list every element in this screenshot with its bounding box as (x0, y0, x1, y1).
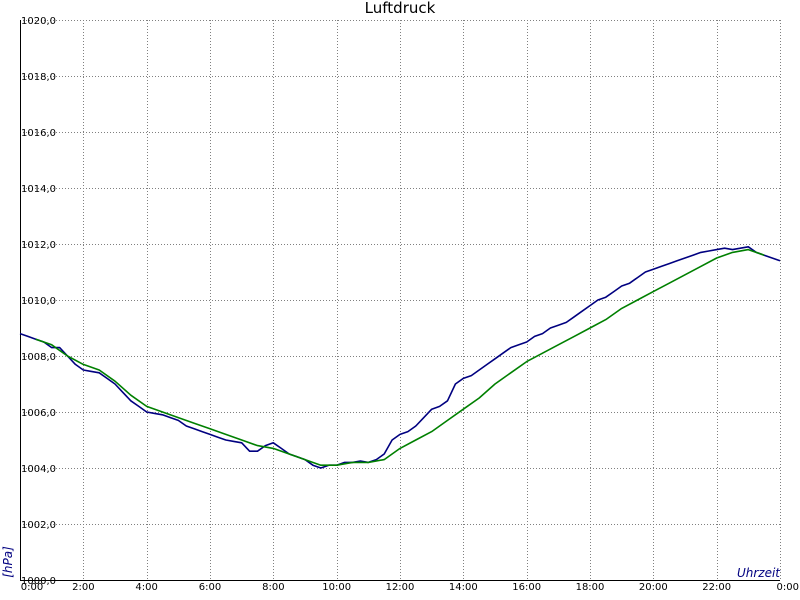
y-tick-label: 1002,0 (21, 520, 56, 531)
x-tick-label: 18:00 (576, 582, 605, 593)
x-tick-label: 10:00 (322, 582, 351, 593)
x-tick-label: 16:00 (512, 582, 541, 593)
x-tick-label: 12:00 (386, 582, 415, 593)
x-tick-label: 8:00 (262, 582, 284, 593)
y-tick-label: 1000,0 (21, 576, 56, 587)
y-axis-label: [hPa] (1, 546, 15, 578)
y-tick-label: 1014,0 (21, 184, 56, 195)
y-tick-label: 1020,0 (21, 16, 56, 27)
series-line-1 (19, 246, 781, 469)
x-tick-label: 2:00 (72, 582, 94, 593)
x-tick-label: 6:00 (199, 582, 221, 593)
y-tick-label: 1010,0 (21, 296, 56, 307)
series-layer (19, 246, 781, 469)
series-line-2 (35, 248, 765, 467)
y-tick-label: 1016,0 (21, 128, 56, 139)
x-tick-label: 0:00 (21, 582, 43, 593)
x-tick-label: 22:00 (702, 582, 731, 593)
x-tick-label: 14:00 (449, 582, 478, 593)
y-tick-label: 1006,0 (21, 408, 56, 419)
axes-layer (20, 20, 780, 581)
chart-title: Luftdruck (365, 0, 436, 17)
tick-labels: 1000,0 1002,0 1004,0 1006,0 1008,0 1010,0 1012… (21, 16, 799, 593)
grid-layer (20, 20, 781, 581)
x-tick-label: 0:00 (777, 582, 799, 593)
y-tick-label: 1012,0 (21, 240, 56, 251)
x-axis-label: Uhrzeit (737, 566, 781, 580)
y-tick-label: 1004,0 (21, 464, 56, 475)
y-tick-label: 1008,0 (21, 352, 56, 363)
x-tick-label: 4:00 (135, 582, 157, 593)
y-tick-label: 1018,0 (21, 72, 56, 83)
x-tick-label: 20:00 (639, 582, 668, 593)
